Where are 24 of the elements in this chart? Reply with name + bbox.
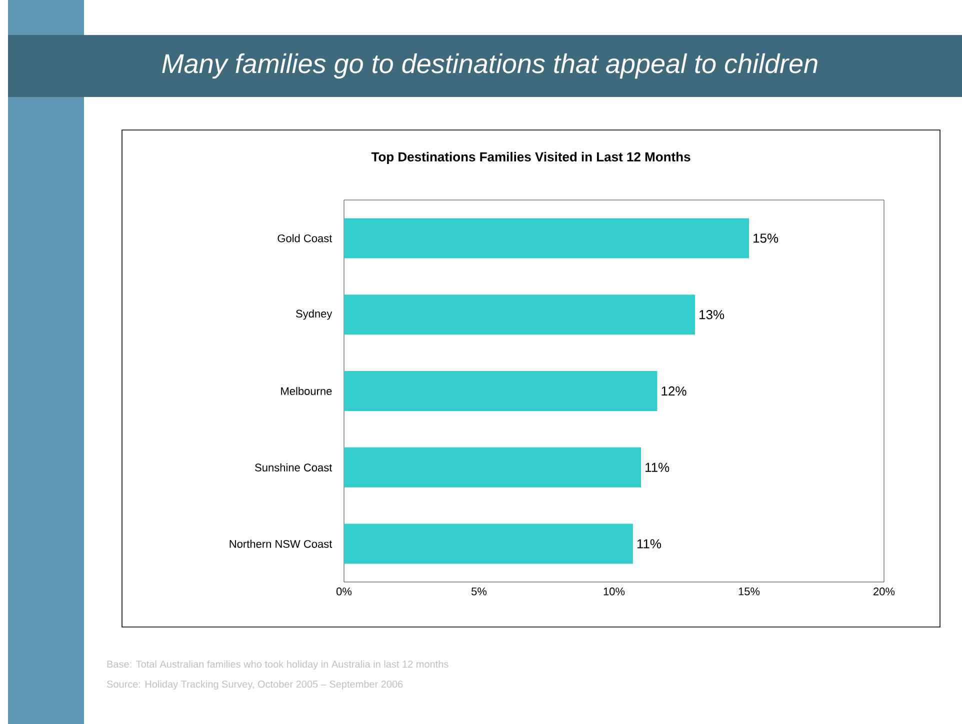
x-tick-label: 10% bbox=[604, 588, 625, 596]
x-tick-label: 20% bbox=[874, 588, 895, 596]
text: Base: Total Australian families who took holiday in Australia in last 12 months bbox=[107, 660, 448, 670]
source-note: Source: Holiday Tracking Survey, October 2005 – September 2006 bbox=[106, 680, 403, 690]
x-tick-label: 15% bbox=[738, 588, 760, 596]
y-tick-label: Melbourne bbox=[281, 386, 332, 396]
data-label: 15% bbox=[754, 234, 778, 243]
bar bbox=[344, 371, 658, 412]
y-tick-label: Northern NSW Coast bbox=[230, 540, 332, 548]
y-tick-label: Sydney bbox=[296, 309, 332, 320]
chart-subtitle: Top Destinations Families Visited in Last 12 Months bbox=[371, 152, 690, 164]
bar bbox=[344, 294, 696, 335]
data-label: 12% bbox=[662, 386, 686, 396]
x-tick-label: 5% bbox=[471, 588, 487, 596]
bar bbox=[344, 524, 633, 564]
chart-title: Many families go to destinations that appeal to children bbox=[162, 53, 818, 79]
bar bbox=[344, 447, 642, 488]
data-label: 11% bbox=[637, 539, 662, 548]
y-tick-label: Gold Coast bbox=[278, 234, 332, 242]
x-tick-label: 0% bbox=[336, 588, 352, 596]
data-label: 13% bbox=[700, 310, 724, 320]
bar bbox=[344, 218, 750, 258]
data-label: 11% bbox=[646, 462, 670, 472]
y-tick-label: Sunshine Coast bbox=[255, 463, 332, 472]
